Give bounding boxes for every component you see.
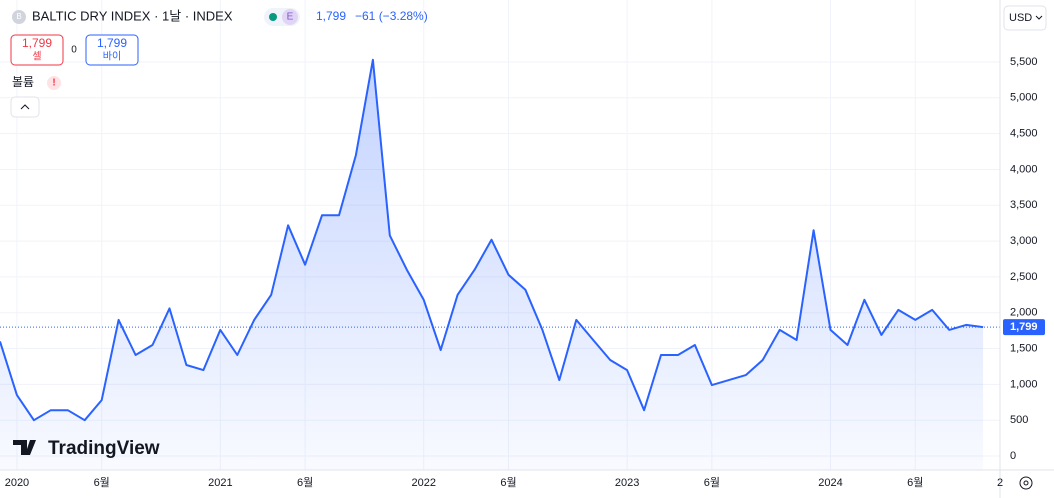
logo-text: TradingView (48, 438, 160, 459)
currency[interactable]: USD (1009, 12, 1032, 24)
buy-button[interactable] (85, 34, 139, 66)
y-tick-label: 5,000 (1010, 92, 1038, 104)
x-tick-label: 2024 (818, 477, 842, 489)
collapse-button[interactable] (10, 96, 40, 118)
settings-icon[interactable] (1019, 476, 1033, 490)
x-tick-label: 2022 (411, 477, 435, 489)
chevron (1035, 15, 1043, 20)
symbol-icon-text: B (16, 12, 21, 21)
y-tick-label: 0 (1010, 450, 1016, 462)
badge-text: E (287, 12, 294, 23)
title: BALTIC DRY INDEX · 1날 · INDEX (32, 8, 233, 23)
symbol-icon (12, 10, 26, 24)
y-tick-label: 2,500 (1010, 271, 1038, 283)
logo-dot (29, 440, 35, 446)
x-tick-label: 2020 (5, 477, 29, 489)
y-tick-label: 3,500 (1010, 199, 1038, 211)
sell-price[interactable]: 1,799 (22, 36, 52, 50)
y-tick-label: 4,000 (1010, 163, 1038, 175)
collapse-icon (20, 104, 30, 110)
x-tick-label: 6월 (907, 476, 923, 489)
x-tick-label: 6월 (704, 476, 720, 489)
x-tick-label: 2023 (615, 477, 639, 489)
sell-label[interactable]: 셀 (32, 51, 41, 63)
buy-label[interactable]: 바이 (103, 51, 121, 63)
alert: ! (52, 78, 55, 89)
y-tick-label: 4,500 (1010, 128, 1038, 140)
last-price-tag (1003, 319, 1045, 336)
volume: 볼륨 (12, 75, 34, 89)
settings-icon-center (1023, 480, 1029, 486)
change: −61 (−3.28%) (355, 9, 428, 23)
currency-button[interactable] (1003, 5, 1047, 31)
x-tick-label: 2 (997, 477, 1003, 489)
y-tick-label: 1,500 (1010, 342, 1038, 354)
x-tick-label: 6월 (500, 476, 516, 489)
line (0, 58, 984, 422)
alert-bg (47, 76, 61, 90)
x-tick-label: 6월 (297, 476, 313, 489)
status-dot (269, 13, 277, 21)
y-tick-label: 2,000 (1010, 307, 1038, 319)
y-tick-label: 1,000 (1010, 378, 1038, 390)
badge-e (282, 9, 298, 25)
x-tick-label: 2021 (208, 477, 232, 489)
last-price-label: 1,799 (1010, 321, 1038, 333)
y-tick-label: 3,000 (1010, 235, 1038, 247)
y-tick-label: 500 (1010, 414, 1028, 426)
sell-button[interactable] (10, 34, 64, 66)
x-tick-label: 6월 (94, 476, 110, 489)
price: 1,799 (316, 9, 346, 23)
spread: 0 (71, 45, 77, 56)
y-tick-label: 5,500 (1010, 56, 1038, 68)
buy-price[interactable]: 1,799 (97, 36, 127, 50)
area-fill (0, 59, 984, 471)
